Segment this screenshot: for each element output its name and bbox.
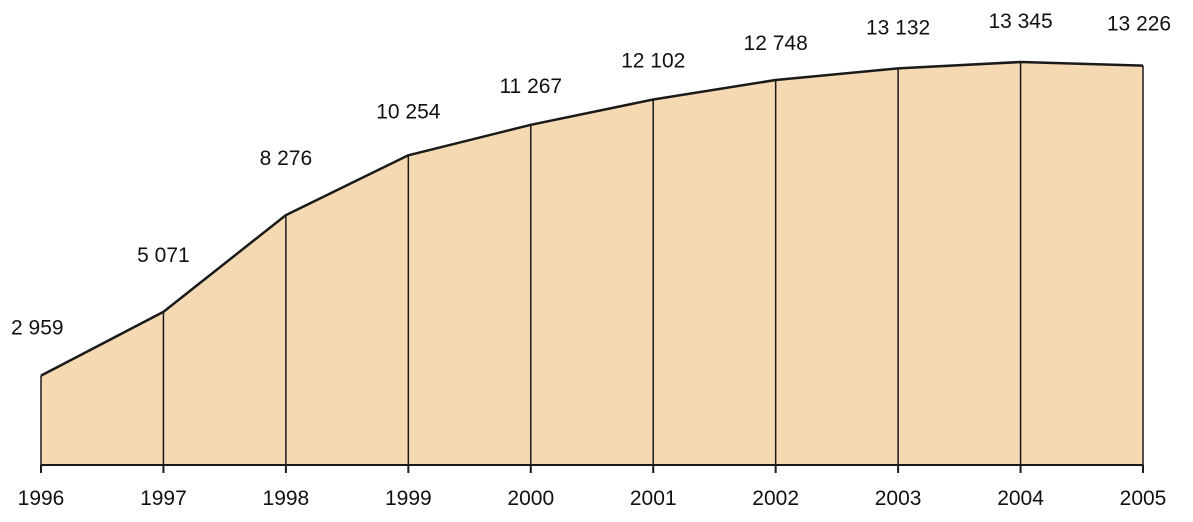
data-label-layer: 2 959 5 071 8 276 10 254 11 267 12 102 12 748 1…: [11, 10, 1171, 340]
data-label-2003: 13 132: [866, 16, 930, 39]
x-tick-label-2001: 2001: [630, 487, 677, 510]
data-label-2004: 13 345: [988, 10, 1052, 33]
data-label-1996: 2 959: [11, 317, 64, 340]
x-tick-layer: 1996 1997 1998 1999 2000 2001 2002 2003 2004 2005: [18, 465, 1167, 510]
x-tick-label-2002: 2002: [752, 487, 799, 510]
line-layer: [40, 60, 1144, 377]
data-label-1998: 8 276: [260, 147, 313, 170]
x-tick-label-1996: 1996: [18, 487, 65, 510]
area-layer: [41, 62, 1143, 465]
x-tick-label-1998: 1998: [263, 487, 310, 510]
x-tick-label-2004: 2004: [997, 487, 1044, 510]
data-label-1999: 10 254: [376, 100, 441, 123]
x-tick-label-2005: 2005: [1120, 487, 1167, 510]
data-label-2001: 12 102: [621, 50, 685, 73]
data-label-1997: 5 071: [137, 244, 190, 267]
divider-layer: [40, 62, 1144, 465]
x-tick-label-1999: 1999: [385, 487, 432, 510]
x-tick-label-2000: 2000: [507, 487, 554, 510]
data-label-2000: 11 267: [499, 75, 562, 98]
x-tick-label-1997: 1997: [140, 487, 187, 510]
area-fill: [41, 62, 1143, 465]
x-tick-label-2003: 2003: [875, 487, 922, 510]
data-label-2002: 12 748: [744, 32, 808, 55]
series-line: [40, 60, 1144, 377]
data-label-2005: 13 226: [1107, 13, 1171, 36]
